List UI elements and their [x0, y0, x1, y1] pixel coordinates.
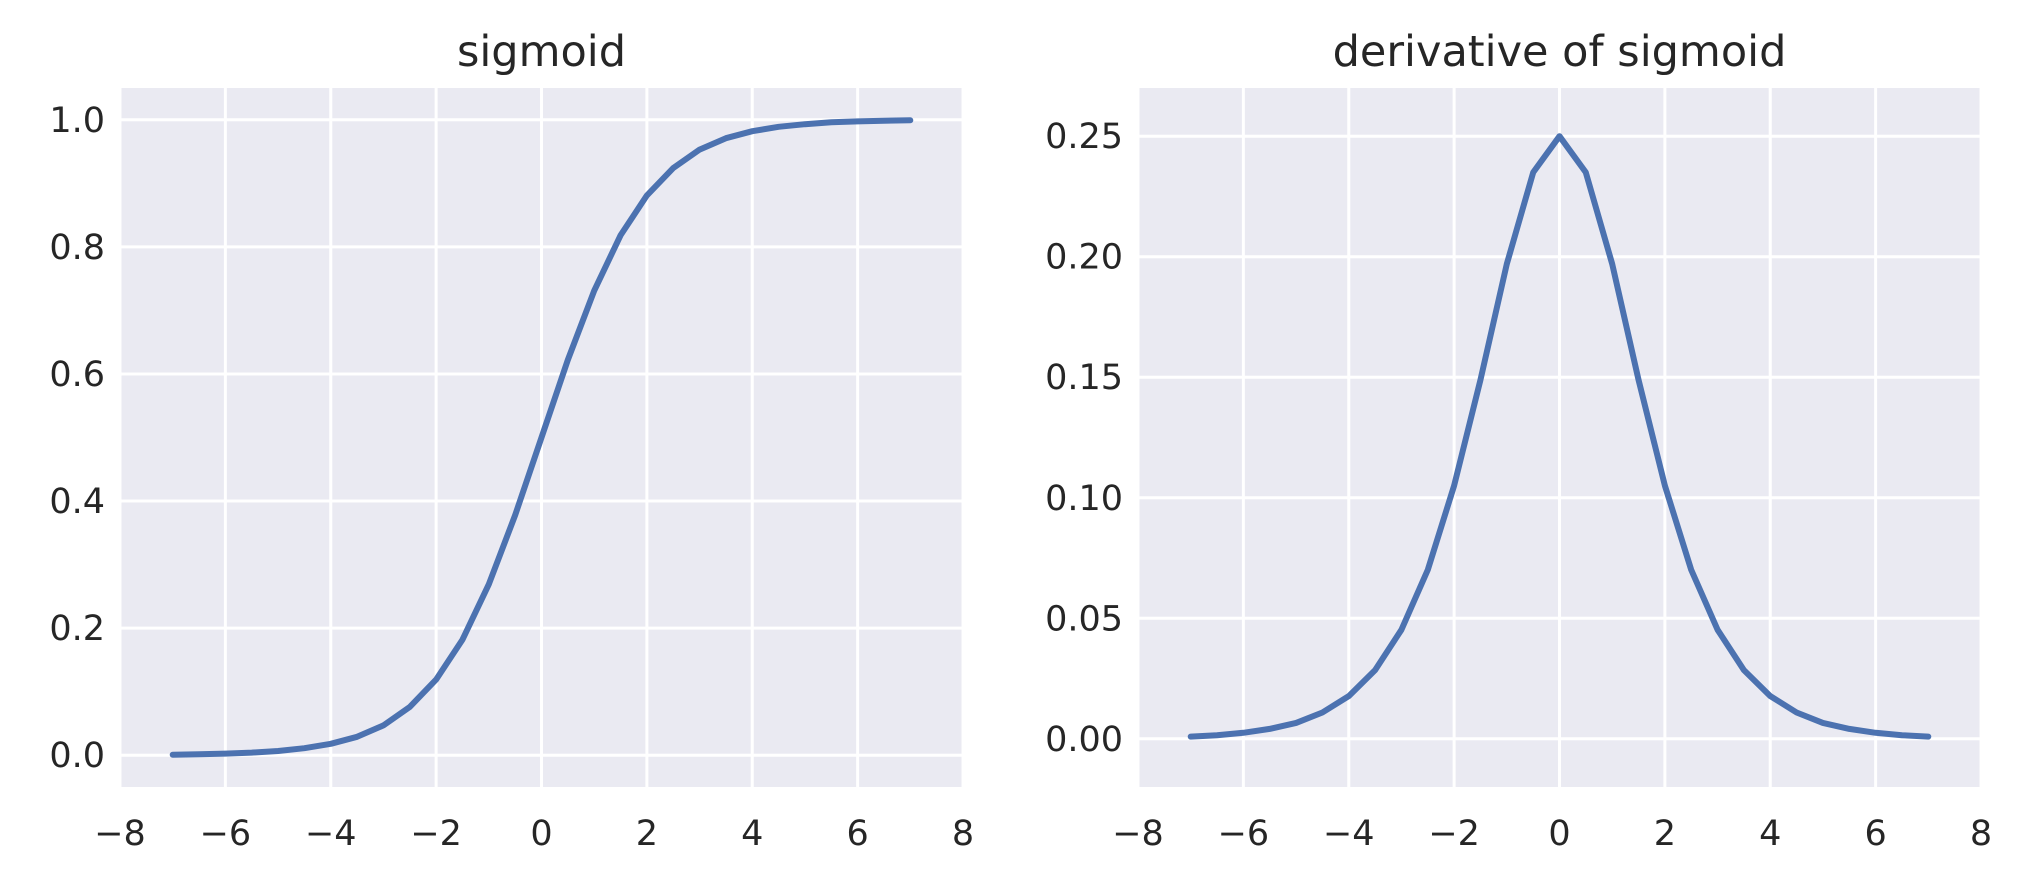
x-tick-label: 2 [636, 814, 658, 854]
chart-panel-1: −8 −6 −4 −2 0 2 4 6 8 0.0 0.2 0.4 0.6 0.8 1.0 sigmoid [49, 27, 974, 854]
x-tick-label: −4 [305, 814, 357, 854]
x-tick-label: −8 [94, 814, 146, 854]
y-tick-label: 0.15 [1045, 358, 1123, 398]
x-tick-label: −6 [1218, 814, 1270, 854]
series-line-1 [1187, 133, 1932, 740]
x-tick-label: 0 [530, 814, 552, 854]
x-tick-label: 4 [741, 814, 763, 854]
y-tick-label: 0.2 [49, 609, 105, 649]
series-line-1 [169, 117, 914, 758]
x-tick-label: −4 [1323, 814, 1375, 854]
y-tick-label: 0.8 [49, 228, 105, 268]
x-tick-label: 6 [1864, 814, 1886, 854]
chart-panel-2: −8 −6 −4 −2 0 2 4 6 8 0.00 0.05 0.10 0.15 0.20 0.25 der… [1045, 27, 1992, 854]
x-tick-label: −8 [1112, 814, 1164, 854]
y-tick-label: 0.00 [1045, 720, 1123, 760]
y-tick-label: 0.20 [1045, 238, 1123, 278]
x-tick-label: −2 [1428, 814, 1480, 854]
y-tick-label: 0.05 [1045, 599, 1123, 639]
x-tick-label: 4 [1759, 814, 1781, 854]
chart-title: sigmoid [457, 27, 626, 77]
y-tick-label: 0.0 [49, 736, 105, 776]
x-tick-label: −2 [410, 814, 462, 854]
y-tick-label: 0.6 [49, 355, 105, 395]
x-tick-label: 8 [952, 814, 974, 854]
y-tick-label: 1.0 [49, 101, 105, 141]
x-tick-label: 0 [1548, 814, 1570, 854]
x-tick-label: −6 [200, 814, 252, 854]
y-tick-label: 0.10 [1045, 479, 1123, 519]
x-tick-label: 6 [846, 814, 868, 854]
chart-title: derivative of sigmoid [1333, 27, 1787, 77]
y-tick-label: 0.4 [49, 482, 105, 522]
y-tick-label: 0.25 [1045, 117, 1123, 157]
x-tick-label: 2 [1654, 814, 1676, 854]
x-tick-label: 8 [1970, 814, 1992, 854]
